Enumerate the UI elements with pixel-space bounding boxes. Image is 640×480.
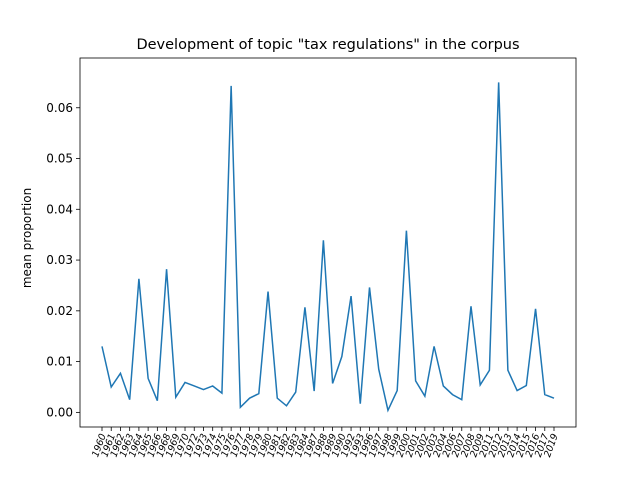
- y-tick-label: 0.05: [46, 152, 73, 166]
- y-tick-label: 0.02: [46, 304, 73, 318]
- y-tick-label: 0.04: [46, 202, 73, 216]
- plot-frame: [79, 57, 577, 428]
- y-tick-label: 0.01: [46, 355, 73, 369]
- y-tick-label: 0.03: [46, 253, 73, 267]
- y-tick-label: 0.06: [46, 101, 73, 115]
- y-tick-label: 0.00: [46, 405, 73, 419]
- line: [101, 82, 555, 413]
- chart-title: Development of topic "tax regulations" i…: [136, 37, 519, 53]
- y-axis-label: mean proportion: [20, 188, 34, 288]
